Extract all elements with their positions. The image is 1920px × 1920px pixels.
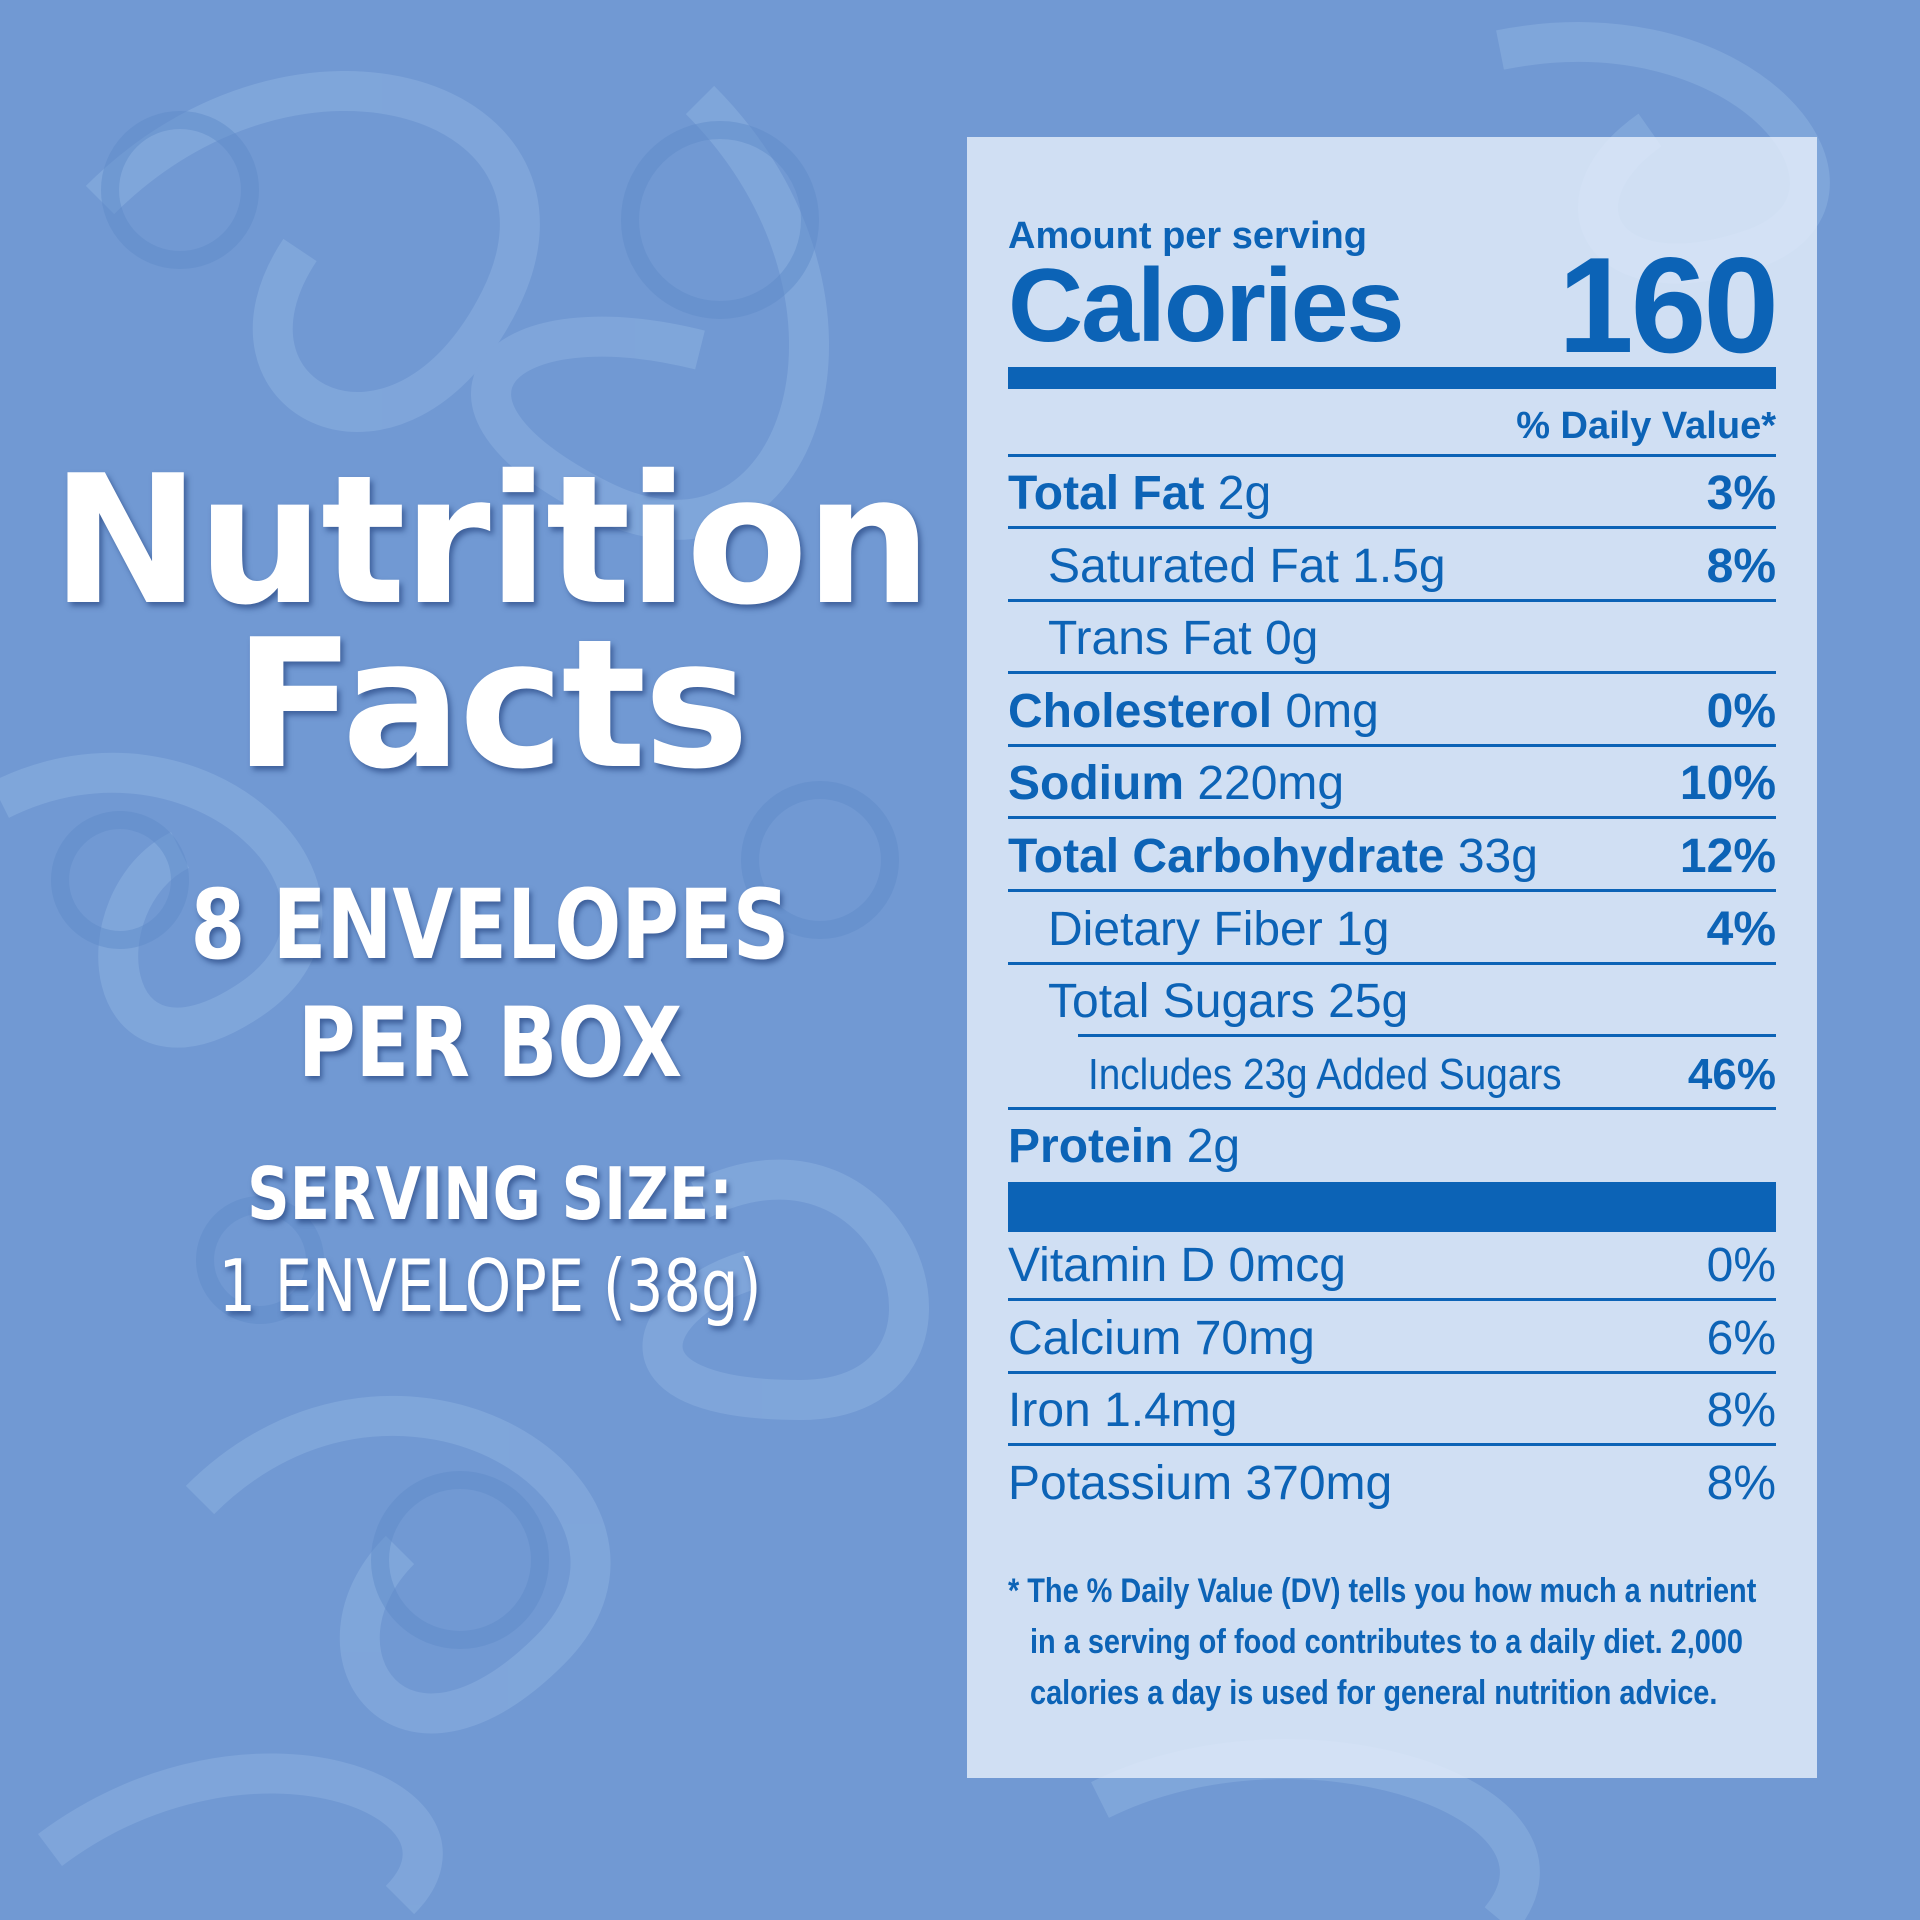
nutrient-row: Includes 23g Added Sugars 46% [1008, 1038, 1776, 1110]
nutrient-amount: 25g [1328, 975, 1409, 1029]
thick-rule [1008, 1182, 1776, 1232]
nutrient-amount: 0g [1264, 612, 1319, 666]
vitamin-row: Vitamin D 0mcg 0% [1008, 1229, 1776, 1301]
daily-value: 0% [1706, 1239, 1776, 1292]
vitamin-row: Iron 1.4mg 8% [1008, 1374, 1776, 1447]
daily-value: 3% [1706, 467, 1776, 520]
calories-value: 160 [1558, 229, 1779, 381]
vitamin-name: Calcium [1008, 1311, 1182, 1365]
amount-per-serving: Amount per serving [1008, 215, 1367, 257]
vitamin-name: Iron [1008, 1384, 1091, 1438]
daily-value: 10% [1679, 757, 1776, 811]
nutrient-row: Protein 2g [1008, 1110, 1776, 1182]
nutrient-name: Includes 23g Added Sugars [1088, 1049, 1562, 1099]
footnote-line: calories a day is used for general nutri… [1030, 1674, 1718, 1712]
vitamin-row: Potassium 370mg 8% [1008, 1447, 1776, 1519]
nutrient-amount: 2g [1186, 1120, 1241, 1174]
nutrient-name: Total Sugars [1048, 975, 1315, 1029]
nutrient-amount: 0mg [1285, 684, 1379, 738]
nutrient-name: Sodium [1008, 757, 1184, 811]
title-line: Facts [233, 601, 750, 808]
nutrient-row: Trans Fat 0g [1008, 602, 1776, 675]
nutrient-name: Total Fat [1008, 467, 1205, 520]
daily-value: 6% [1706, 1311, 1776, 1365]
daily-value: 46% [1687, 1049, 1776, 1099]
nutrient-row: Cholesterol 0mg 0% [1008, 675, 1776, 747]
footnote-line: in a serving of food contributes to a da… [1030, 1623, 1744, 1661]
footnote-line: * The % Daily Value (DV) tells you how m… [1008, 1572, 1757, 1610]
title-line: Nutrition [51, 437, 932, 644]
nutrient-amount: 2g [1217, 467, 1272, 520]
daily-value: 12% [1679, 830, 1776, 883]
rule [1078, 1034, 1776, 1038]
nutrition-label: Amount per serving Calories 160 % Daily … [967, 137, 1817, 1778]
rule [1008, 454, 1776, 457]
nutrient-amount: 33g [1457, 830, 1538, 883]
vitamin-name: Potassium [1008, 1456, 1233, 1510]
nutrient-row: Dietary Fiber 1g 4% [1008, 893, 1776, 965]
nutrient-name: Total Carbohydrate [1008, 830, 1445, 883]
daily-value: 4% [1706, 902, 1776, 956]
serving-value: 1 ENVELOPE (38g) [218, 1244, 762, 1328]
package-count: 8 ENVELOPES [190, 869, 790, 981]
vitamin-amount: 370mg [1245, 1456, 1393, 1510]
nutrient-row: Sodium 220mg 10% [1008, 747, 1776, 820]
vitamin-name: Vitamin D [1008, 1239, 1216, 1292]
nutrient-amount: 1g [1336, 902, 1390, 956]
serving-label: SERVING SIZE: [247, 1152, 733, 1236]
vitamin-amount: 70mg [1194, 1311, 1315, 1365]
calories-label: Calories [1008, 248, 1404, 364]
nutrient-amount: 220mg [1197, 757, 1345, 811]
nutrient-row: Total Sugars 25g [1008, 965, 1776, 1038]
vitamin-amount: 0mcg [1228, 1239, 1346, 1292]
nutrient-row: Saturated Fat 1.5g 8% [1008, 530, 1776, 602]
nutrient-name: Dietary Fiber [1048, 902, 1323, 956]
dv-header: % Daily Value* [1516, 405, 1776, 447]
nutrient-row: Total Fat 2g 3% [1008, 457, 1776, 529]
nutrient-name: Saturated Fat [1048, 539, 1339, 593]
thick-rule [1008, 367, 1776, 389]
daily-value: 0% [1706, 684, 1776, 738]
nutrient-name: Cholesterol [1008, 684, 1273, 738]
daily-value: 8% [1706, 1456, 1776, 1510]
daily-value: 8% [1706, 539, 1776, 593]
nutrient-name: Trans Fat [1048, 612, 1252, 666]
vitamin-amount: 1.4mg [1104, 1384, 1238, 1438]
nutrient-name: Protein [1008, 1120, 1174, 1174]
package-unit: PER BOX [297, 987, 683, 1099]
nutrient-amount: 1.5g [1352, 539, 1446, 593]
daily-value: 8% [1706, 1384, 1776, 1438]
vitamin-row: Calcium 70mg 6% [1008, 1302, 1776, 1374]
nutrient-row: Total Carbohydrate 33g 12% [1008, 820, 1776, 892]
